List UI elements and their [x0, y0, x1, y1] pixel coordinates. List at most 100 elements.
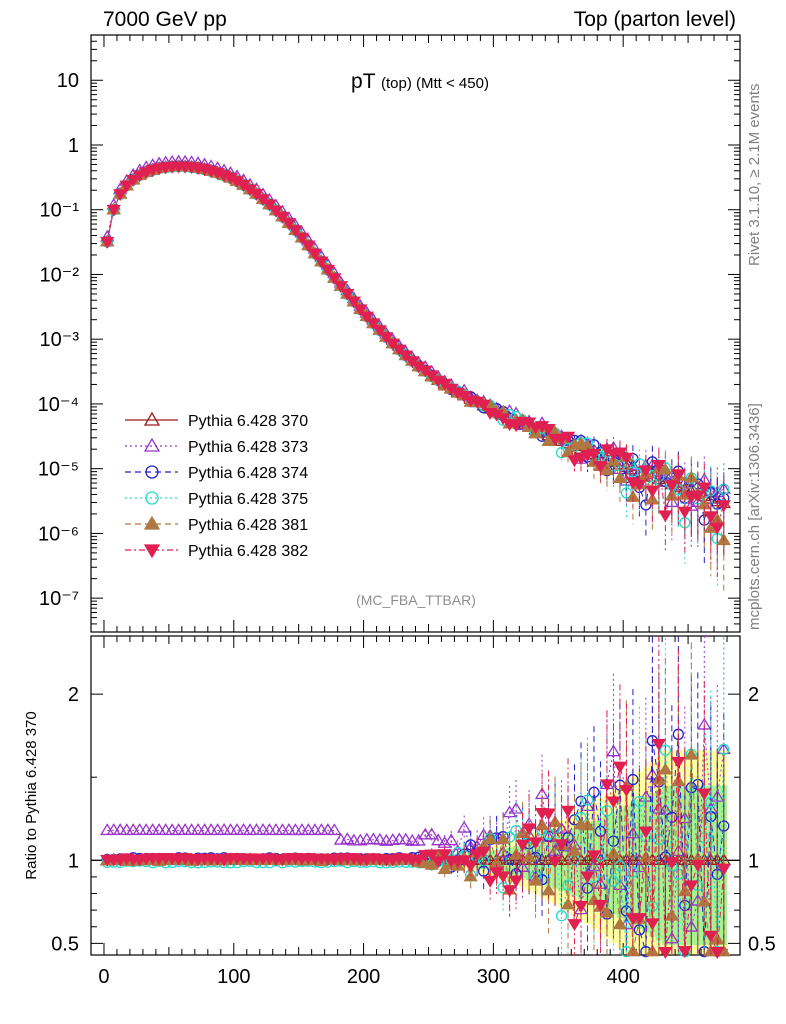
y-tick-label-top: 10⁻⁵ [38, 459, 79, 481]
data-point-ratio [658, 947, 673, 959]
data-point-top [268, 205, 284, 218]
x-tick-label: 300 [477, 966, 510, 988]
data-point-ratio [547, 815, 563, 828]
data-point-ratio [710, 789, 725, 802]
legend-marker [145, 465, 159, 479]
data-point-top [385, 338, 400, 351]
x-tick-label: 100 [217, 966, 250, 988]
data-point-ratio [482, 831, 498, 844]
y-tick-label-ratio: 2 [68, 684, 79, 706]
chart-title-main: pT [351, 70, 381, 93]
data-point-ratio [262, 823, 277, 836]
data-point-ratio [645, 918, 660, 931]
data-point-ratio [562, 879, 574, 892]
data-point-top [697, 482, 712, 495]
data-point-top [560, 431, 576, 444]
y-tick-label-top: 10⁻³ [40, 329, 80, 351]
data-point-ratio [573, 900, 589, 913]
y-tick-label-top: 10⁻¹ [40, 200, 80, 222]
data-point-ratio [521, 849, 537, 862]
data-point-ratio [482, 875, 498, 888]
data-point-ratio [372, 832, 387, 845]
data-point-top [372, 325, 387, 338]
y-tick-label-ratio: 1 [68, 850, 79, 872]
data-point-ratio [495, 871, 511, 884]
data-point-ratio [659, 744, 672, 756]
y-tick-label-ratio: 0.5 [51, 933, 79, 955]
data-point-top [612, 471, 628, 484]
rivet-version-label: Rivet 3.1.10, ≥ 2.1M events [746, 83, 763, 267]
data-point-ratio [164, 823, 180, 836]
data-point-ratio [424, 857, 439, 870]
data-point-ratio [424, 849, 439, 862]
data-point-ratio [431, 833, 446, 846]
data-point-ratio [606, 796, 621, 809]
data-point-top [126, 174, 141, 187]
data-point-top [658, 510, 673, 523]
y-tick-label-top: 1 [68, 135, 79, 157]
data-point-ratio [612, 917, 628, 930]
chart-title: pT (top) (Mtt < 450) [351, 70, 489, 93]
data-point-ratio [555, 910, 568, 922]
data-point-ratio [275, 823, 290, 836]
data-point-ratio [627, 773, 639, 786]
data-point-ratio [697, 788, 712, 801]
data-point-ratio [612, 761, 628, 774]
data-point-top [281, 218, 297, 231]
data-point-ratio [588, 786, 600, 798]
data-point-ratio [502, 885, 517, 898]
data-point-ratio [476, 846, 491, 859]
data-point-top [508, 420, 524, 433]
data-point-ratio [528, 837, 543, 850]
data-point-ratio [554, 839, 569, 852]
data-point-top [703, 511, 718, 524]
data-point-ratio [444, 833, 459, 846]
data-point-top [353, 304, 368, 317]
data-point-ratio [521, 823, 537, 836]
data-point-top [333, 281, 349, 294]
y-tick-label-ratio-right: 1 [748, 850, 759, 872]
data-point-ratio [625, 944, 641, 957]
legend-marker [143, 437, 161, 452]
x-tick-label: 200 [347, 966, 380, 988]
data-point-top [275, 211, 290, 224]
header-left: 7000 GeV pp [103, 8, 227, 31]
data-point-ratio [100, 823, 115, 836]
data-point-top [132, 170, 147, 183]
data-point-top [638, 465, 654, 478]
data-point-top [599, 463, 615, 475]
data-point-ratio [593, 899, 608, 912]
y-tick-label-top: 10 [57, 70, 79, 92]
data-point-ratio [398, 832, 413, 845]
data-point-ratio [567, 843, 582, 856]
legend-marker [143, 515, 161, 530]
data-point-top [495, 413, 511, 426]
legend-label: Pythia 6.428 382 [188, 543, 308, 560]
data-point-top [651, 459, 667, 472]
legend-label: Pythia 6.428 381 [188, 517, 308, 534]
data-point-ratio [508, 875, 524, 888]
data-point-ratio [541, 883, 556, 896]
data-point-ratio [718, 743, 730, 756]
data-point-ratio [638, 826, 654, 839]
y-tick-label-top: 10⁻² [40, 264, 80, 286]
data-point-ratio [705, 796, 717, 808]
y-tick-label-ratio-right: 2 [748, 684, 759, 706]
data-point-ratio [601, 805, 613, 817]
data-point-ratio [684, 880, 699, 893]
data-point-ratio [528, 873, 543, 886]
data-point-ratio [515, 839, 530, 852]
data-point-top [664, 480, 680, 493]
data-point-ratio [424, 827, 439, 840]
data-point-ratio [632, 913, 647, 926]
data-point-top [541, 423, 556, 436]
data-point-ratio [411, 854, 426, 867]
data-point-ratio [684, 747, 699, 760]
legend-label: Pythia 6.428 373 [188, 439, 308, 456]
data-point-top [398, 350, 413, 363]
data-point-top [619, 452, 634, 465]
data-point-ratio [437, 849, 452, 862]
data-point-top [560, 445, 576, 458]
data-point-ratio [541, 808, 556, 821]
